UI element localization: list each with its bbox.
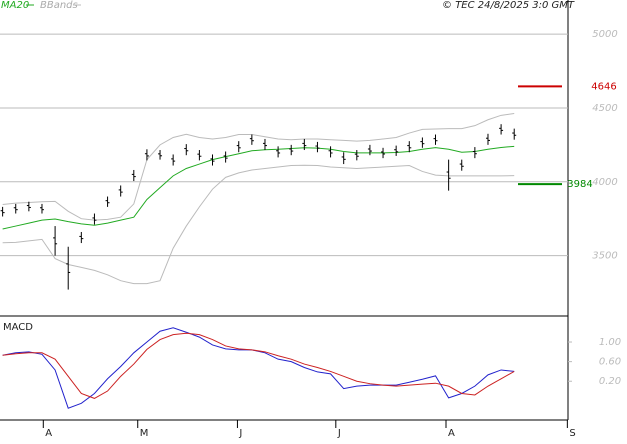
macd-line bbox=[2, 327, 515, 409]
x-tick-label: S bbox=[569, 428, 575, 439]
x-tick-label: A bbox=[448, 428, 455, 439]
legend-bbands: BBands bbox=[40, 0, 78, 11]
y-tick-label: 0.60 bbox=[599, 357, 621, 368]
level-label: 4646 bbox=[591, 81, 616, 92]
x-tick-label: M bbox=[140, 428, 149, 439]
copyright: © TEC 24/8/2025 3:0 GMT bbox=[442, 0, 575, 11]
x-tick-label: J bbox=[238, 428, 242, 439]
bband-lower bbox=[2, 164, 515, 285]
y-tick-label: 1.00 bbox=[599, 337, 621, 348]
x-tick-label: A bbox=[45, 428, 52, 439]
bband-upper bbox=[2, 113, 515, 221]
y-tick-label: 4000 bbox=[592, 177, 617, 188]
ma20-line bbox=[2, 145, 515, 230]
y-tick-label: 4500 bbox=[592, 103, 617, 114]
y-tick-label: 5000 bbox=[592, 29, 617, 40]
y-tick-label: 0.20 bbox=[599, 376, 621, 387]
level-label: 3984 bbox=[567, 179, 592, 190]
x-tick-label: J bbox=[337, 428, 341, 439]
legend-ma: MA20 bbox=[1, 0, 29, 11]
y-tick-label: 3500 bbox=[592, 251, 617, 262]
macd-line bbox=[2, 332, 515, 399]
panel-title: MACD bbox=[3, 322, 33, 333]
